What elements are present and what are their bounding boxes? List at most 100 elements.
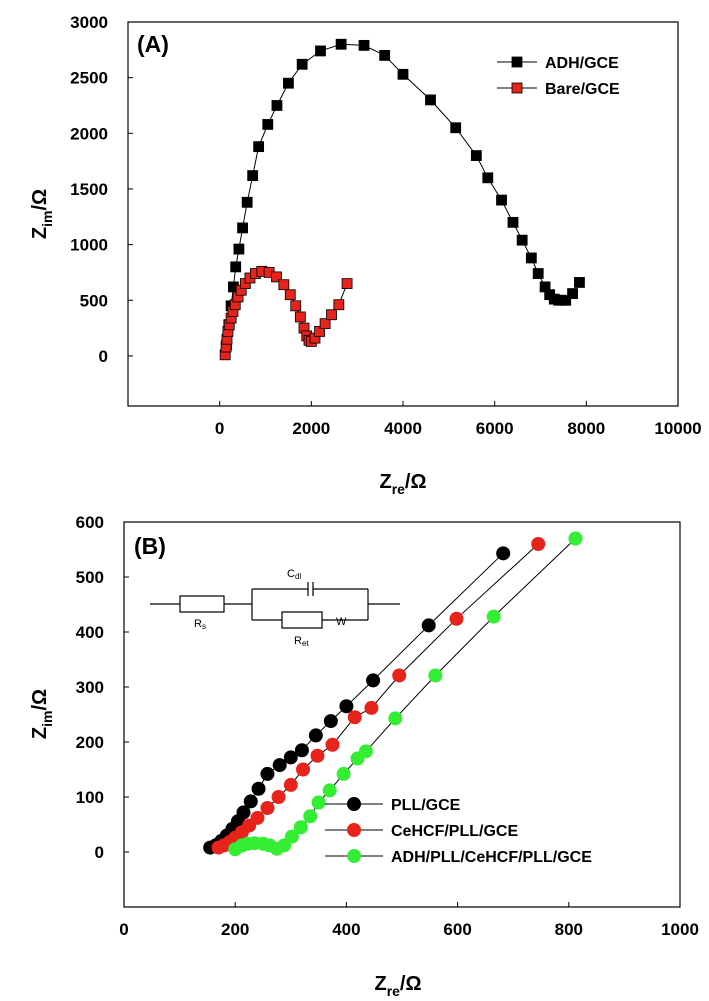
data-point-bare-gce [278, 279, 290, 291]
data-point-adh-gce [237, 222, 248, 234]
legend-marker-cehcf-pll-gce [347, 823, 361, 837]
x-tick-label: 600 [443, 920, 471, 939]
data-point-pll-gce [496, 546, 511, 561]
data-point-adh-gce [425, 94, 436, 106]
data-point-adh-gce [450, 122, 462, 134]
circuit-label-w: W [336, 616, 347, 628]
data-point-adh-gce [532, 268, 544, 279]
panel-b-x-ticks: 0 200 400 600 800 1000 [119, 902, 699, 939]
data-point-cehcf-pll-gce [250, 810, 265, 825]
y-tick-label: 1500 [70, 180, 108, 199]
data-point-adh-gce [507, 216, 519, 228]
data-point-adh-gce [560, 294, 572, 306]
data-point-cehcf-pll-gce [283, 777, 298, 792]
panel-b-legend: PLL/GCE CeHCF/PLL/GCE ADH/PLL/CeHCF/PLL/GC… [325, 797, 592, 866]
data-point-adh-gce [296, 58, 308, 70]
panel-a-y-ticks: 0 500 1000 1500 2000 2500 3000 [70, 13, 133, 366]
data-point-adh-pll-cehcf-pll-gce [303, 809, 318, 824]
data-point-pll-gce [323, 714, 338, 729]
data-point-pll-gce [421, 618, 436, 633]
x-tick-label: 0 [215, 419, 224, 438]
data-point-bare-gce [333, 299, 345, 311]
circuit-label-rs: Rs [194, 618, 206, 631]
y-tick-label: 400 [76, 623, 104, 642]
data-point-adh-gce [482, 172, 494, 184]
panel-a-xlabel: Zre/Ω [379, 471, 426, 497]
data-point-adh-pll-cehcf-pll-gce [388, 711, 403, 726]
data-point-cehcf-pll-gce [325, 737, 340, 752]
data-point-adh-gce [253, 141, 265, 153]
data-point-pll-gce [308, 728, 323, 743]
data-point-adh-gce [241, 196, 253, 208]
circuit-label-cdl: Cdl [287, 568, 301, 581]
circuit-rs-resistor [179, 595, 225, 613]
data-point-bare-gce [319, 318, 331, 330]
legend-label-adh-pll-cehcf-pll-gce: ADH/PLL/CeHCF/PLL/GCE [391, 849, 592, 866]
data-point-adh-gce [335, 38, 347, 50]
data-point-adh-pll-cehcf-pll-gce [293, 820, 308, 835]
x-tick-label: 800 [555, 920, 583, 939]
data-point-adh-pll-cehcf-pll-gce [322, 783, 337, 798]
data-point-adh-gce [379, 49, 391, 61]
panel-b-ylabel: Zim/Ω [29, 689, 55, 739]
data-point-bare-gce [341, 278, 353, 289]
y-tick-label: 100 [76, 788, 104, 807]
x-tick-label: 10000 [654, 419, 701, 438]
data-point-cehcf-pll-gce [260, 801, 275, 815]
data-point-adh-pll-cehcf-pll-gce [568, 531, 583, 546]
data-point-pll-gce [251, 781, 266, 796]
y-tick-label: 3000 [70, 13, 108, 32]
panel-b-xlabel: Zre/Ω [374, 973, 421, 999]
y-tick-label: 200 [76, 733, 104, 752]
data-point-adh-gce [247, 170, 259, 182]
y-tick-label: 0 [95, 843, 104, 862]
legend-marker-adh-pll-cehcf-pll-gce [347, 849, 361, 863]
legend-label-bare-gce: Bare/GCE [545, 81, 620, 98]
x-tick-label: 6000 [476, 419, 514, 438]
data-point-adh-gce [496, 194, 507, 206]
data-point-adh-gce [567, 288, 578, 299]
data-point-adh-pll-cehcf-pll-gce [284, 829, 299, 844]
x-tick-label: 8000 [567, 419, 605, 438]
data-point-pll-gce [236, 805, 251, 820]
panel-b-series [203, 531, 583, 857]
x-tick-label: 4000 [384, 419, 422, 438]
y-tick-label: 500 [76, 568, 104, 587]
data-point-pll-gce [283, 750, 298, 765]
data-point-pll-gce [243, 794, 258, 809]
legend-label-pll-gce: PLL/GCE [391, 797, 461, 814]
data-point-adh-gce [525, 252, 537, 264]
x-tick-label: 2000 [292, 419, 330, 438]
x-tick-label: 200 [221, 920, 249, 939]
data-point-pll-gce [294, 743, 309, 758]
legend-marker-adh-gce [511, 56, 523, 68]
circuit-ret-resistor [281, 611, 323, 629]
data-point-pll-gce [339, 699, 354, 714]
data-point-cehcf-pll-gce [364, 700, 379, 715]
panel-a-series [219, 38, 585, 361]
y-tick-label: 300 [76, 678, 104, 697]
series-line-adh-gce [226, 43, 580, 345]
data-point-pll-gce [272, 758, 287, 773]
data-point-adh-gce [516, 234, 528, 246]
panel-a-legend: ADH/GCE Bare/GCE [497, 55, 620, 98]
data-point-adh-pll-cehcf-pll-gce [486, 609, 501, 624]
data-point-adh-gce [470, 150, 482, 161]
data-point-pll-gce [260, 766, 275, 781]
data-point-cehcf-pll-gce [310, 748, 325, 763]
data-point-adh-gce [574, 277, 585, 288]
data-point-adh-gce [283, 77, 294, 89]
circuit-inset [150, 582, 400, 629]
data-point-adh-pll-cehcf-pll-gce [336, 766, 351, 781]
legend-label-adh-gce: ADH/GCE [545, 55, 619, 72]
data-point-bare-gce [271, 271, 282, 283]
data-point-adh-gce [397, 68, 409, 80]
data-point-adh-gce [230, 261, 242, 273]
data-point-bare-gce [290, 300, 302, 312]
data-point-adh-gce [271, 100, 283, 111]
y-tick-label: 0 [99, 347, 108, 366]
y-tick-label: 1000 [70, 236, 108, 255]
y-tick-label: 500 [80, 291, 108, 310]
x-tick-label: 400 [332, 920, 360, 939]
